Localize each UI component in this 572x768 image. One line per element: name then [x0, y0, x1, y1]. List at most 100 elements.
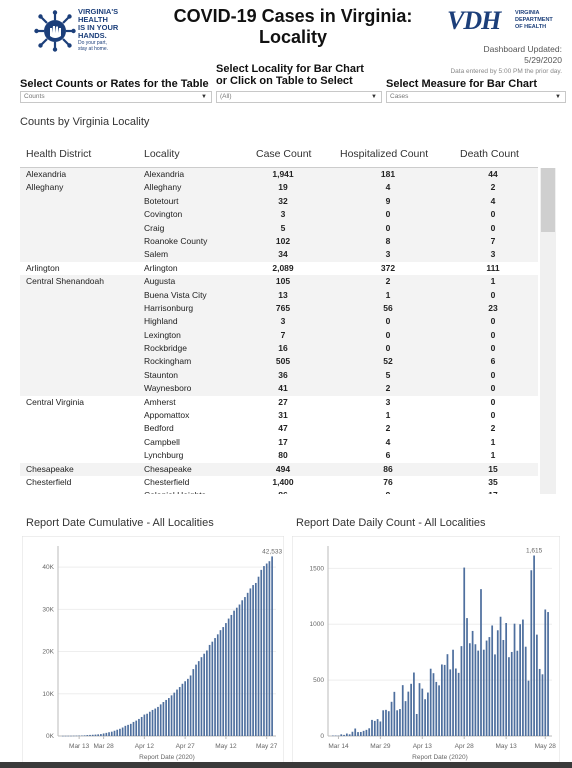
bar — [214, 638, 216, 736]
header-health-district[interactable]: Health District — [26, 148, 92, 160]
bar — [176, 689, 178, 736]
chevron-down-icon: ▼ — [555, 94, 561, 100]
bar — [468, 643, 471, 736]
cell-death-count: 6 — [490, 356, 496, 367]
table-row[interactable]: Colonial Heights 86 9 17 — [20, 489, 538, 494]
x-tick-label: Mar 28 — [93, 743, 114, 750]
table-row[interactable]: Arlington Arlington 2,089 372 111 — [20, 262, 538, 275]
cell-locality: Highland — [144, 316, 178, 327]
table-row[interactable]: Chesapeake Chesapeake 494 86 15 — [20, 462, 538, 476]
bar — [222, 627, 225, 736]
header-hospitalized-count[interactable]: Hospitalized Count — [340, 148, 429, 160]
bar — [443, 664, 446, 736]
cell-case-count: 105 — [275, 276, 291, 287]
bar — [78, 735, 80, 737]
bar — [105, 732, 108, 736]
header-death-count[interactable]: Death Count — [460, 148, 519, 160]
table-row[interactable]: Bedford 47 2 2 — [20, 422, 538, 435]
bar — [345, 733, 348, 736]
table-row[interactable]: Central Virginia Amherst 27 3 0 — [20, 396, 538, 409]
cell-case-count: 102 — [275, 235, 291, 246]
daily-chart-title: Report Date Daily Count - All Localities — [296, 517, 486, 529]
table-row[interactable]: Botetourt 32 9 4 — [20, 194, 538, 209]
locality-dropdown[interactable]: (All) ▼ — [216, 91, 382, 103]
cell-death-count: 3 — [490, 249, 496, 260]
bar — [197, 661, 200, 736]
cell-death-count: 0 — [490, 410, 496, 421]
cell-health-district: Chesapeake — [26, 463, 74, 474]
cell-case-count: 13 — [278, 289, 288, 300]
table-row[interactable]: Waynesboro 41 2 0 — [20, 382, 538, 396]
measure-dropdown[interactable]: Cases ▼ — [386, 91, 566, 103]
table-row[interactable]: Alexandria Alexandria 1,941 181 44 — [20, 168, 538, 182]
cumulative-chart[interactable]: 0K 10K 20K 30K 40K 42,533 Mar 13 Mar 28 Apr 12 Ap… — [22, 536, 284, 764]
bar — [541, 674, 544, 736]
vdh-sub-line-1: VIRGINIA — [515, 10, 540, 16]
table-row[interactable]: Harrisonburg 765 56 23 — [20, 301, 538, 316]
table-row[interactable]: Salem 34 3 3 — [20, 248, 538, 262]
table-row[interactable]: Central Shenandoah Augusta 105 2 1 — [20, 275, 538, 289]
table-row[interactable]: Highland 3 0 0 — [20, 315, 538, 329]
cell-locality: Roanoke County — [144, 235, 208, 246]
daily-chart[interactable]: 0 500 1000 1500 1,615 Mar 14 Mar 29 Apr 13 Apr 2… — [292, 536, 560, 764]
bar — [257, 576, 260, 736]
bar — [184, 681, 186, 736]
x-tick-label: May 28 — [535, 743, 557, 750]
cell-case-count: 7 — [280, 329, 286, 340]
table-row[interactable]: Campbell 17 4 1 — [20, 436, 538, 449]
bar — [373, 720, 376, 736]
table-title: Counts by Virginia Locality — [20, 116, 150, 128]
bar — [407, 691, 410, 736]
table-row[interactable]: Craig 5 0 0 — [20, 221, 538, 235]
bar — [502, 639, 505, 736]
cumulative-chart-title: Report Date Cumulative - All Localities — [26, 517, 214, 529]
table-row[interactable]: Rockbridge 16 0 0 — [20, 342, 538, 356]
logo-tagline-2: stay at home. — [78, 46, 109, 52]
header-case-count[interactable]: Case Count — [256, 148, 312, 160]
locality-value: (All) — [220, 93, 232, 100]
bar — [513, 623, 516, 736]
cell-hospitalized-count: 76 — [383, 476, 393, 487]
cell-death-count: 0 — [490, 343, 496, 354]
table-row[interactable]: Appomattox 31 1 0 — [20, 409, 538, 422]
table-row[interactable]: Chesterfield Chesterfield 1,400 76 35 — [20, 476, 538, 489]
page-title-line-2: Locality — [258, 27, 328, 47]
scrollbar-thumb[interactable] — [541, 168, 555, 232]
bar — [340, 734, 343, 736]
bar — [268, 561, 271, 736]
bar — [508, 657, 510, 736]
bar — [157, 706, 159, 736]
cell-case-count: 494 — [275, 463, 291, 474]
table-row[interactable]: Lynchburg 80 6 1 — [20, 449, 538, 462]
cell-hospitalized-count: 0 — [385, 329, 391, 340]
table-row[interactable]: Roanoke County 102 8 7 — [20, 234, 538, 249]
bar — [151, 709, 154, 736]
chevron-down-icon: ▼ — [201, 94, 207, 100]
cell-case-count: 27 — [278, 396, 288, 407]
table-row[interactable]: Covington 3 0 0 — [20, 208, 538, 222]
bar — [452, 649, 454, 736]
cell-locality: Staunton — [144, 369, 179, 380]
x-tick-label: Mar 29 — [370, 743, 391, 750]
locality-table[interactable]: Health District Locality Case Count Hosp… — [20, 138, 558, 494]
page-title-line-1: COVID-19 Cases in Virginia: — [173, 6, 413, 26]
table-row[interactable]: Alleghany Alleghany 19 4 2 — [20, 181, 538, 195]
cell-case-count: 505 — [275, 356, 291, 367]
table-row[interactable]: Rockingham 505 52 6 — [20, 355, 538, 369]
table-row[interactable]: Buena Vista City 13 1 0 — [20, 288, 538, 302]
table-scrollbar[interactable] — [540, 168, 556, 494]
header-locality[interactable]: Locality — [144, 148, 180, 160]
cell-death-count: 0 — [490, 369, 496, 380]
bar — [219, 630, 222, 736]
cell-death-count: 7 — [490, 235, 496, 246]
bar — [334, 735, 337, 737]
table-row[interactable]: Lexington 7 0 0 — [20, 328, 538, 343]
cell-death-count: 0 — [490, 329, 496, 340]
table-row[interactable]: Staunton 36 5 0 — [20, 368, 538, 383]
bar — [401, 685, 404, 736]
bar — [413, 672, 415, 736]
counts-rates-dropdown[interactable]: Counts ▼ — [20, 91, 212, 103]
bar — [246, 592, 249, 736]
y-tick-label: 1500 — [310, 565, 325, 572]
bar — [173, 692, 176, 736]
